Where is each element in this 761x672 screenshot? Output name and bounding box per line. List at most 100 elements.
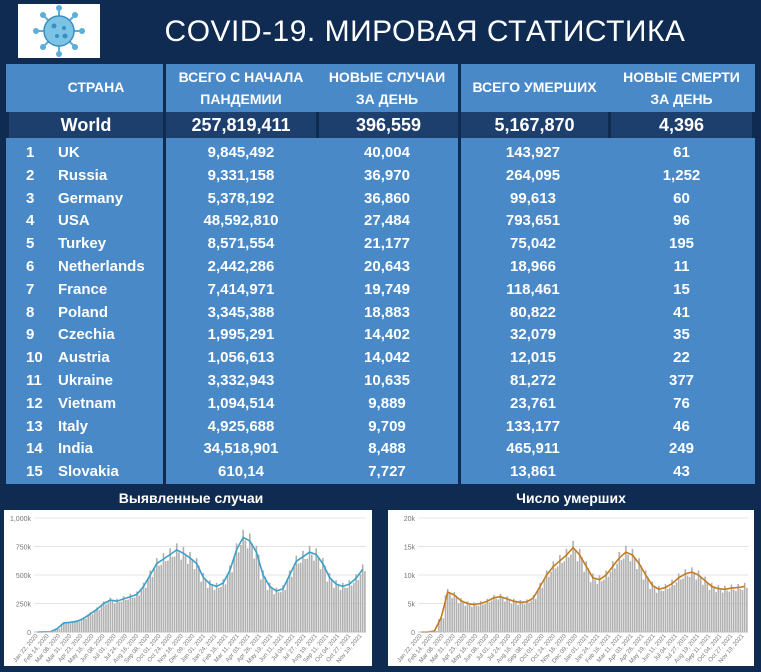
data-bar bbox=[739, 588, 742, 632]
table-row: 14 India 34,518,901 8,488 465,911 249 bbox=[6, 437, 755, 460]
data-bar bbox=[204, 578, 207, 632]
data-bar bbox=[193, 569, 196, 632]
data-bar bbox=[98, 609, 101, 632]
row-total-deaths: 13,861 bbox=[510, 463, 556, 481]
data-bar bbox=[743, 582, 746, 632]
data-bar bbox=[297, 563, 300, 632]
data-bar bbox=[576, 561, 579, 632]
data-bar bbox=[173, 556, 176, 632]
row-new-cases: 10,635 bbox=[364, 372, 410, 389]
row-total-cases: 1,094,514 bbox=[207, 394, 275, 412]
header-total-cases-line1: ВСЕГО С НАЧАЛА bbox=[178, 69, 304, 85]
data-bar bbox=[664, 583, 667, 632]
y-tick-label: 5k bbox=[408, 602, 416, 609]
data-bar bbox=[662, 591, 665, 632]
row-total-deaths: 465,911 bbox=[506, 440, 560, 458]
row-total-cases: 3,332,943 bbox=[207, 372, 275, 389]
column-separator bbox=[458, 64, 461, 484]
data-bar bbox=[466, 601, 469, 632]
table-row: 6 Netherlands 2,442,286 20,643 18,966 11 bbox=[6, 255, 755, 278]
header: COVID-19. МИРОВАЯ СТАТИСТИКА bbox=[0, 0, 761, 64]
data-bar bbox=[605, 570, 607, 632]
data-bar bbox=[306, 558, 309, 632]
data-bar bbox=[618, 551, 621, 632]
trend-line bbox=[421, 546, 745, 633]
table-row: 15 Slovakia 610,14 7,727 13,861 43 bbox=[6, 460, 755, 483]
y-tick-label: 0 bbox=[411, 630, 415, 637]
data-bar bbox=[167, 560, 169, 632]
data-bar bbox=[116, 598, 118, 632]
data-bar bbox=[142, 582, 145, 632]
data-bar bbox=[273, 594, 275, 632]
data-bar bbox=[640, 565, 643, 632]
data-bar bbox=[215, 582, 218, 632]
data-bar bbox=[266, 590, 269, 632]
data-bar bbox=[322, 558, 324, 632]
data-bar bbox=[178, 552, 180, 632]
row-new-deaths: 11 bbox=[673, 258, 690, 275]
data-bar bbox=[479, 601, 482, 632]
row-rank: 3 bbox=[26, 189, 35, 207]
row-new-deaths: 15 bbox=[673, 280, 690, 298]
data-bar bbox=[578, 548, 581, 632]
data-bar bbox=[532, 595, 535, 632]
row-total-deaths: 81,272 bbox=[510, 372, 556, 389]
row-new-deaths: 1,252 bbox=[662, 166, 701, 184]
data-bar bbox=[704, 576, 706, 632]
data-bar bbox=[653, 586, 656, 632]
data-bar bbox=[510, 603, 513, 632]
data-bar bbox=[741, 590, 744, 632]
data-bar bbox=[233, 556, 236, 632]
trend-line bbox=[37, 536, 364, 633]
data-bar bbox=[574, 550, 577, 632]
data-bar bbox=[182, 547, 185, 632]
table-row: 5 Turkey 8,571,554 21,177 75,042 195 bbox=[6, 232, 755, 255]
data-bar bbox=[477, 605, 480, 632]
data-bar bbox=[330, 578, 333, 632]
data-bar bbox=[63, 622, 65, 632]
data-bar bbox=[187, 563, 189, 632]
row-new-deaths: 22 bbox=[673, 349, 690, 367]
data-bar bbox=[144, 587, 147, 632]
data-bar bbox=[713, 587, 715, 632]
data-bar bbox=[528, 602, 530, 632]
row-total-cases: 1,995,291 bbox=[207, 326, 275, 344]
y-tick-label: 0 bbox=[27, 630, 31, 637]
data-bar bbox=[355, 574, 357, 632]
row-total-deaths: 12,015 bbox=[510, 349, 556, 367]
row-total-cases: 3,345,388 bbox=[207, 303, 275, 321]
data-bar bbox=[693, 573, 695, 632]
data-bar bbox=[71, 622, 74, 632]
row-new-deaths: 76 bbox=[673, 394, 690, 412]
data-bar bbox=[299, 562, 302, 632]
data-bar bbox=[195, 558, 198, 632]
data-bar bbox=[160, 564, 163, 632]
row-new-cases: 21,177 bbox=[364, 235, 410, 253]
data-bar bbox=[293, 566, 295, 632]
row-country: Slovakia bbox=[58, 463, 119, 481]
row-rank: 13 bbox=[26, 417, 43, 435]
data-bar bbox=[603, 579, 605, 632]
row-new-cases: 9,889 bbox=[368, 394, 406, 412]
data-bar bbox=[151, 576, 154, 632]
row-rank: 8 bbox=[26, 303, 35, 321]
data-bar bbox=[438, 618, 440, 632]
data-bar bbox=[348, 580, 351, 632]
data-bar bbox=[255, 545, 258, 632]
data-bar bbox=[585, 561, 588, 632]
row-country: Vietnam bbox=[58, 394, 117, 412]
data-bar bbox=[486, 598, 489, 632]
data-bar bbox=[460, 598, 462, 632]
row-new-deaths: 249 bbox=[668, 440, 695, 458]
data-bar bbox=[288, 570, 291, 632]
data-bar bbox=[291, 576, 293, 632]
header-total-deaths: ВСЕГО УМЕРШИХ bbox=[472, 79, 597, 95]
data-bar bbox=[133, 597, 136, 632]
row-rank: 1 bbox=[26, 144, 35, 161]
row-rank: 10 bbox=[26, 349, 43, 367]
page-title: COVID-19. МИРОВАЯ СТАТИСТИКА bbox=[164, 15, 686, 48]
data-bar bbox=[724, 585, 726, 632]
data-bar bbox=[317, 556, 320, 632]
world-new: 396,559 bbox=[319, 112, 458, 138]
data-bar bbox=[497, 599, 500, 632]
